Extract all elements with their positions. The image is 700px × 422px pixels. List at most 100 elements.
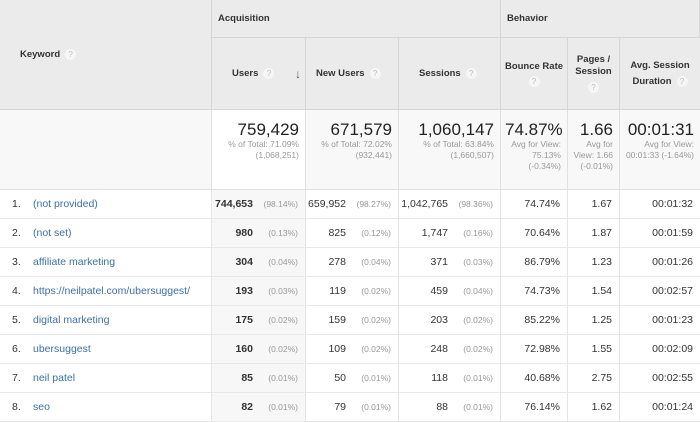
sessions-cell-percent: (0.02%) — [463, 315, 493, 325]
help-icon[interactable]: ? — [588, 82, 599, 93]
sessions-cell-value: 248 — [430, 343, 448, 355]
total-value: 00:01:31 — [627, 120, 694, 139]
sessions-column-header[interactable]: Sessions? — [399, 38, 501, 110]
users-cell-percent: (0.01%) — [268, 373, 298, 383]
keyword-link[interactable]: neil patel — [33, 372, 76, 384]
help-icon[interactable]: ? — [65, 49, 77, 60]
sessions-cell-value: 459 — [430, 285, 448, 297]
avg-duration-cell: 00:01:59 — [620, 219, 700, 248]
new-users-column-header[interactable]: New Users? — [306, 38, 399, 110]
sessions-cell: 459 (0.04%) — [399, 277, 501, 306]
keyword-link[interactable]: ubersuggest — [33, 343, 91, 355]
users-cell-value: 304 — [235, 256, 253, 268]
sessions-cell: 1,747 (0.16%) — [399, 219, 501, 248]
sessions-cell-value: 88 — [436, 401, 448, 413]
new-users-cell-value: 119 — [329, 285, 346, 297]
avg-duration-cell: 00:01:24 — [620, 393, 700, 422]
keyword-link[interactable]: https://neilpatel.com/ubersuggest/ — [33, 285, 191, 297]
total-users-cell: 759,429% of Total: 71.09% (1,068,251) — [212, 110, 306, 190]
pages-per-session-cell: 1.67 — [568, 190, 620, 219]
sessions-cell-percent: (98.36%) — [458, 199, 494, 209]
bounce-rate-column-header[interactable]: Bounce Rate? — [501, 38, 568, 110]
total-value: 671,579 — [330, 120, 392, 139]
new-users-cell-value: 109 — [328, 343, 346, 355]
new-users-cell-value: 659,952 — [308, 198, 346, 210]
keyword-link[interactable]: affiliate marketing — [33, 256, 116, 268]
users-cell-value: 82 — [241, 401, 253, 413]
avg-duration-cell: 00:02:57 — [620, 277, 700, 306]
new-users-cell-value: 159 — [328, 314, 346, 326]
users-cell-value: 744,653 — [215, 198, 253, 210]
bounce-rate-cell: 86.79% — [501, 248, 568, 277]
help-icon[interactable]: ? — [465, 68, 477, 79]
users-column-header[interactable]: Users? ↓ — [212, 38, 306, 110]
help-icon[interactable]: ? — [263, 68, 275, 79]
avg-session-duration-column-header[interactable]: Avg. Session Duration? — [620, 38, 700, 110]
total-value: 1,060,147 — [418, 120, 494, 139]
new-users-cell-percent: (0.02%) — [361, 315, 391, 325]
pages-per-session-column-header[interactable]: Pages / Session? — [568, 38, 620, 110]
sort-descending-icon[interactable]: ↓ — [295, 66, 301, 81]
sessions-cell-value: 203 — [430, 314, 448, 326]
new-users-cell: 50 (0.01%) — [306, 364, 399, 393]
help-icon[interactable]: ? — [676, 75, 688, 87]
keyword-cell: 5. digital marketing — [0, 306, 212, 335]
total-subtext: % of Total: 71.09% (1,068,251) — [228, 139, 299, 160]
bounce-rate-cell: 74.73% — [501, 277, 568, 306]
sessions-cell-percent: (0.03%) — [463, 257, 493, 267]
row-number: 8. — [12, 401, 21, 413]
new-users-cell: 825 (0.12%) — [306, 219, 399, 248]
sessions-cell-percent: (0.16%) — [463, 228, 493, 238]
keyword-link[interactable]: (not set) — [33, 227, 72, 239]
new-users-cell: 159 (0.02%) — [306, 306, 399, 335]
total-pages-per-session-cell: 1.66 Avg for View: 1.66 (-0.01%) — [568, 110, 620, 190]
users-cell: 744,653 (98.14%) — [212, 190, 306, 219]
pages-per-session-cell: 1.62 — [568, 393, 620, 422]
total-value: 74.87% — [505, 120, 563, 139]
users-cell: 193 (0.03%) — [212, 277, 306, 306]
sessions-label: Sessions — [419, 68, 461, 79]
keyword-link[interactable]: (not provided) — [33, 198, 98, 210]
sessions-cell-value: 118 — [431, 372, 448, 384]
new-users-label: New Users — [316, 68, 365, 79]
total-value: 1.66 — [579, 120, 613, 139]
keyword-link[interactable]: digital marketing — [33, 314, 110, 326]
new-users-cell-value: 79 — [334, 401, 346, 413]
keyword-cell: 1. (not provided) — [0, 190, 212, 219]
row-number: 3. — [12, 256, 21, 268]
keyword-label: Keyword — [20, 49, 61, 60]
sessions-cell: 371 (0.03%) — [399, 248, 501, 277]
users-cell-percent: (0.03%) — [268, 286, 298, 296]
users-cell-percent: (98.14%) — [263, 199, 299, 209]
help-icon[interactable]: ? — [369, 68, 381, 79]
new-users-cell-percent: (0.01%) — [361, 373, 391, 383]
total-value: 759,429 — [237, 120, 299, 139]
avg-duration-cell: 00:02:55 — [620, 364, 700, 393]
keyword-cell: 2. (not set) — [0, 219, 212, 248]
bounce-rate-cell: 76.14% — [501, 393, 568, 422]
sessions-cell: 248 (0.02%) — [399, 335, 501, 364]
keyword-header[interactable]: Keyword? — [0, 0, 212, 110]
keyword-cell: 7. neil patel — [0, 364, 212, 393]
new-users-cell: 79 (0.01%) — [306, 393, 399, 422]
bounce-rate-cell: 40.68% — [501, 364, 568, 393]
help-icon[interactable]: ? — [528, 75, 540, 87]
avg-duration-cell: 00:01:32 — [620, 190, 700, 219]
bounce-rate-cell: 70.64% — [501, 219, 568, 248]
sessions-cell: 118 (0.01%) — [399, 364, 501, 393]
behavior-group-header: Behavior — [501, 0, 700, 38]
avg-duration-cell: 00:01:26 — [620, 248, 700, 277]
keyword-link[interactable]: seo — [33, 401, 50, 413]
row-number: 7. — [12, 372, 21, 384]
total-sessions-cell: 1,060,147% of Total: 63.84% (1,660,507) — [399, 110, 501, 190]
bounce-rate-cell: 85.22% — [501, 306, 568, 335]
row-number: 1. — [12, 198, 21, 210]
sessions-cell-value: 1,747 — [421, 227, 448, 239]
keyword-cell: 3. affiliate marketing — [0, 248, 212, 277]
total-subtext: Avg for View: 1.66 (-0.01%) — [573, 139, 613, 171]
acquisition-label: Acquisition — [218, 13, 270, 24]
total-avg-session-duration-cell: 00:01:31 Avg for View: 00:01:33 (-1.64%) — [620, 110, 700, 190]
total-bounce-rate-cell: 74.87% Avg for View: 75.13% (-0.34%) — [501, 110, 568, 190]
users-cell: 82 (0.01%) — [212, 393, 306, 422]
avg-session-duration-label: Avg. Session Duration? — [630, 59, 690, 87]
